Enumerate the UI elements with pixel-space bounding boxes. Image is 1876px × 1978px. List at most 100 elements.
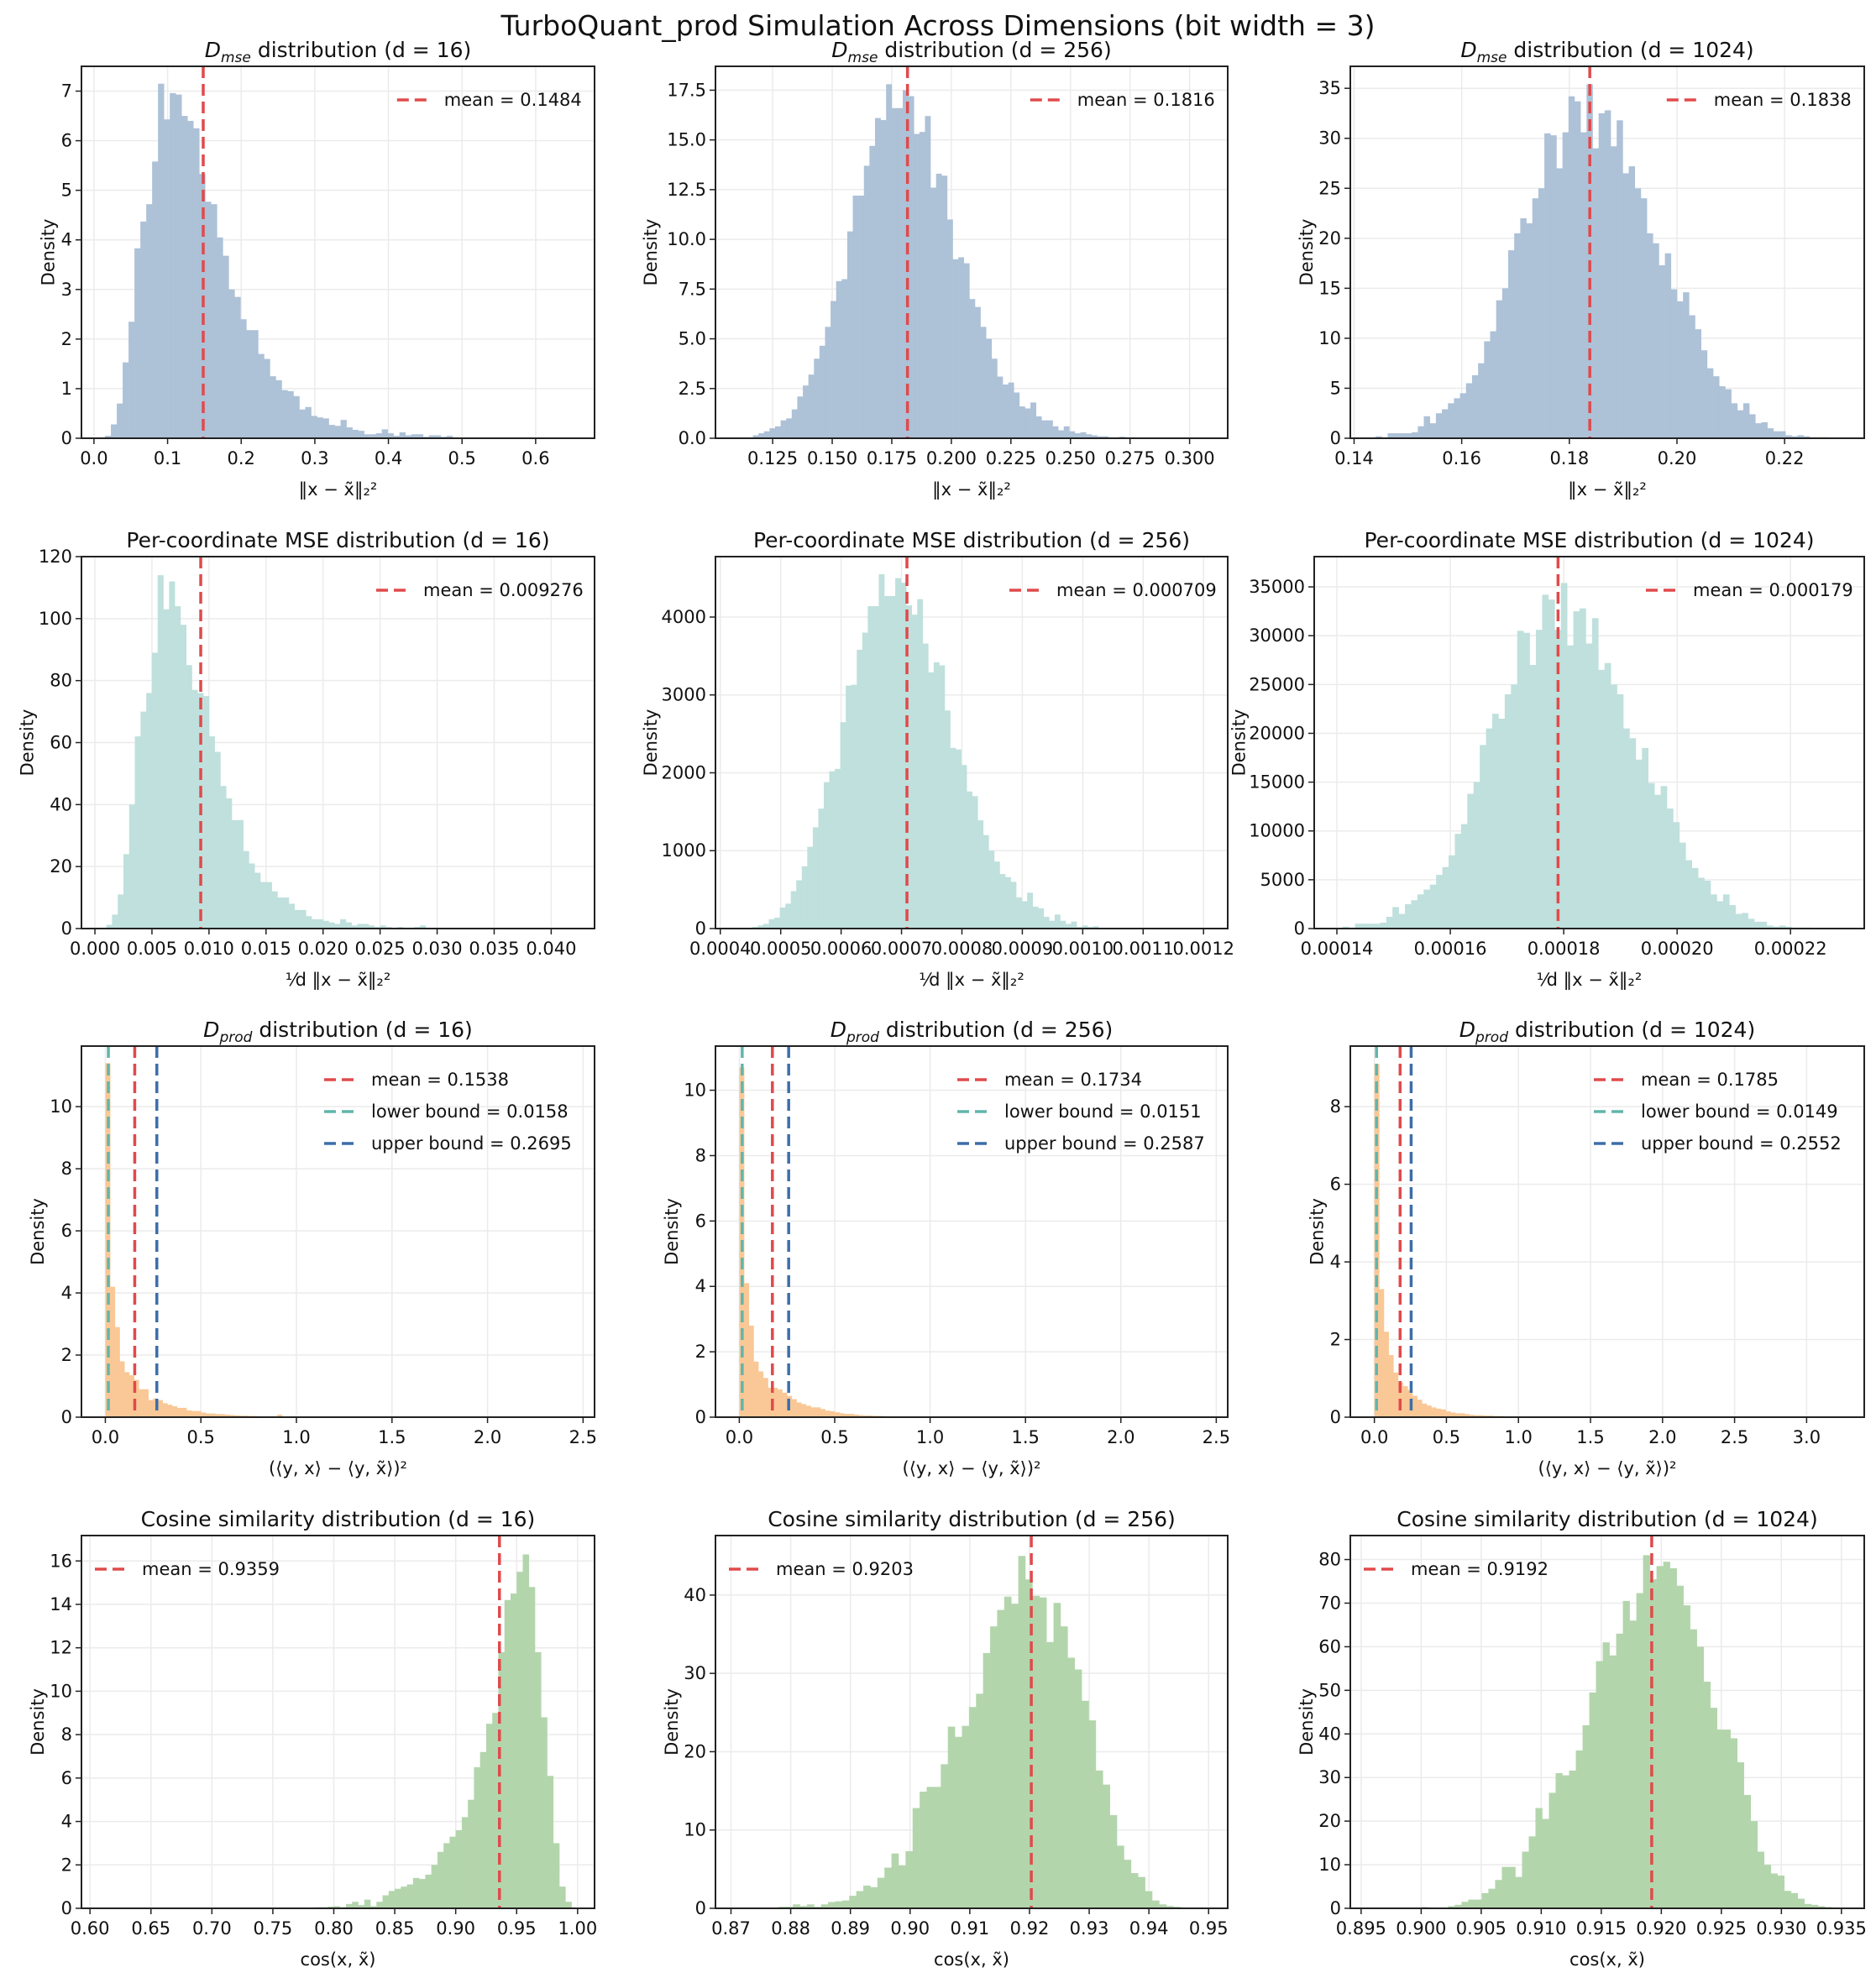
histogram-bar (300, 909, 307, 929)
histogram-bar (1450, 1412, 1456, 1417)
histogram-bar (956, 749, 962, 929)
legend: mean = 0.000709 (1009, 580, 1217, 600)
histogram-bar (1093, 926, 1099, 929)
histogram-bar (217, 237, 223, 438)
histogram-bar (1723, 1729, 1732, 1908)
histogram-bar (807, 846, 814, 929)
histogram-bar (1635, 759, 1643, 929)
x-tick-label: 0.010 (184, 939, 234, 959)
title-symbol: D (205, 38, 221, 62)
y-tick-label: 16 (50, 1551, 72, 1571)
histogram-bar (1737, 1762, 1745, 1908)
histogram-bar (819, 345, 825, 438)
y-tick-label: 2 (61, 1345, 72, 1365)
histogram-bar (941, 175, 948, 438)
x-tick-label: 1.5 (1011, 1427, 1039, 1447)
x-tick-label: 0.0005 (750, 939, 811, 959)
histogram-bar (180, 625, 186, 929)
x-tick-label: 2.5 (569, 1427, 597, 1447)
x-tick-label: 0.5 (820, 1427, 848, 1447)
x-tick-label: 0.5 (187, 1427, 215, 1447)
histogram-bar (1679, 842, 1686, 929)
histogram-bar (134, 736, 141, 929)
histogram-bar (835, 1901, 843, 1908)
histogram-bar (1383, 1332, 1389, 1417)
y-tick-label: 80 (1318, 1550, 1341, 1570)
histogram-bar (1130, 1873, 1139, 1908)
x-tick-label: 0.00022 (1754, 939, 1827, 959)
histogram-bar (428, 435, 436, 438)
histogram-bar (769, 428, 776, 438)
histogram-bar (443, 1843, 450, 1908)
histogram-bar (1773, 431, 1780, 438)
y-tick-label: 4 (61, 1283, 72, 1303)
histogram-bar (796, 880, 803, 929)
y-tick-label: 6 (695, 1211, 706, 1231)
histogram-bar (243, 850, 249, 929)
histogram-bar (1542, 1818, 1549, 1908)
x-tick-label: 0.0 (92, 1427, 119, 1447)
histogram-bar (1071, 921, 1077, 929)
histogram-bar (1548, 599, 1555, 929)
histogram-bar (1667, 808, 1674, 929)
histogram-bar (1411, 900, 1418, 929)
histogram-bar (1779, 431, 1786, 438)
histogram-bar (169, 581, 176, 929)
histogram-bar (1030, 402, 1036, 438)
histogram-bar (1442, 866, 1449, 929)
histogram-bar (793, 1904, 800, 1908)
histogram-bar (1423, 416, 1431, 438)
histogram-bar (773, 1387, 778, 1417)
x-tick-label: 2.0 (1648, 1427, 1676, 1447)
histogram-bar (1440, 1409, 1446, 1417)
histogram-bar (181, 1407, 187, 1417)
histogram-bar (1086, 434, 1093, 438)
legend-label: mean = 0.1538 (371, 1070, 509, 1090)
histogram-bar (867, 605, 874, 929)
histogram-bar (1703, 1681, 1711, 1908)
histogram-bar (1422, 1403, 1428, 1417)
histogram-bar (128, 322, 135, 438)
histogram-bar (1159, 1904, 1167, 1908)
histogram-bar (884, 1867, 892, 1908)
y-tick-label: 20 (1318, 1811, 1341, 1831)
subplot-title: Dmse distribution (d = 256) (831, 38, 1111, 66)
histogram-bar (1010, 882, 1017, 929)
y-tick-label: 8 (61, 1159, 72, 1179)
histogram-bar (203, 696, 210, 929)
histogram-bar (164, 119, 170, 438)
histogram-bar (148, 1400, 154, 1417)
x-tick-label: 0.020 (298, 939, 348, 959)
histogram-bar (110, 1286, 116, 1417)
histogram-bar (1683, 292, 1690, 438)
y-tick-label: 0 (61, 1898, 72, 1918)
histogram-bar (395, 1888, 401, 1908)
x-tick-label: 0.000 (70, 939, 120, 959)
histogram-bar (317, 918, 324, 929)
y-tick-label: 35 (1318, 78, 1341, 98)
histogram-bar (1417, 1400, 1423, 1417)
x-tick-label: 0.905 (1456, 1918, 1507, 1939)
histogram-bar (351, 925, 358, 929)
histogram-bar (1393, 433, 1401, 438)
legend-label: mean = 0.1816 (1077, 90, 1215, 110)
y-tick-label: 120 (39, 547, 72, 567)
histogram-bar (846, 231, 853, 438)
histogram-bar (1484, 341, 1491, 438)
histogram-bar (1052, 426, 1059, 438)
histogram-bar (1562, 132, 1569, 438)
histogram-bar (806, 1904, 815, 1908)
y-tick-label: 60 (50, 733, 72, 753)
histogram-bar (898, 1865, 906, 1908)
histogram-bar (790, 891, 797, 929)
title-symbol: D (1459, 1018, 1475, 1042)
histogram-bar (565, 1902, 572, 1908)
histogram-bar (306, 916, 312, 929)
x-tick-label: 0.6 (521, 448, 549, 468)
histogram-bar (388, 1891, 396, 1908)
histogram-bar (1426, 1405, 1432, 1417)
x-tick-label: 0.1 (154, 448, 181, 468)
title-subscript: mse (848, 50, 878, 66)
histogram-bar (1423, 889, 1431, 929)
histogram-bar (434, 435, 442, 438)
